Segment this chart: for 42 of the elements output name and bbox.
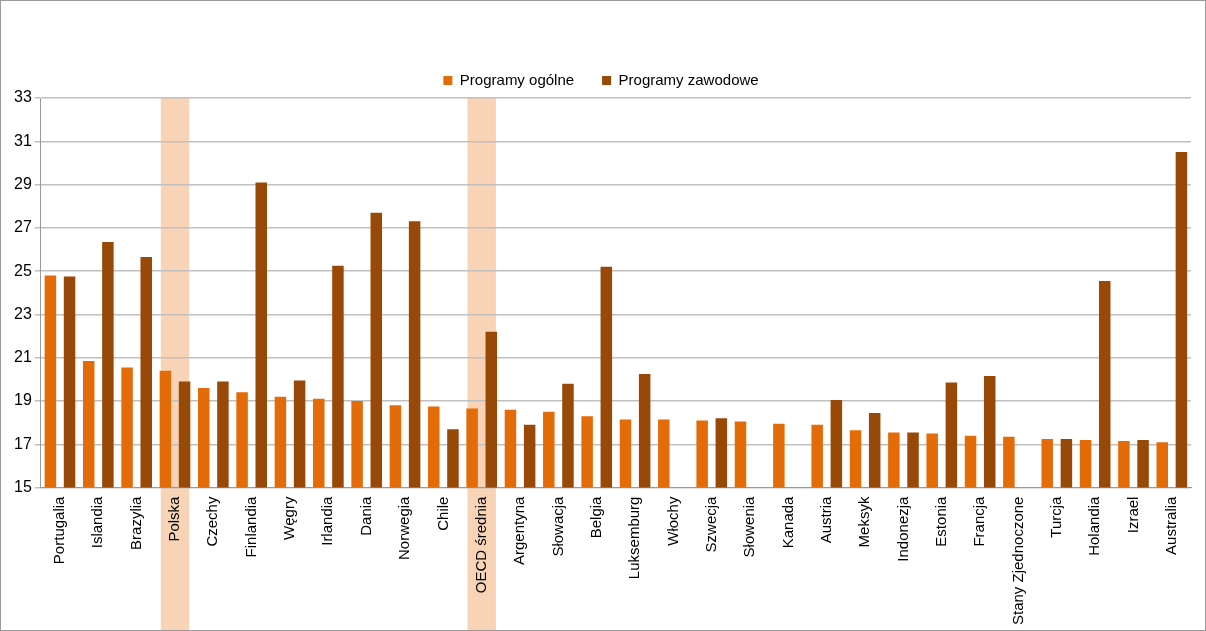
x-tick-label: Turcja	[1046, 495, 1064, 538]
x-tick-label: Belgia	[586, 495, 604, 539]
y-tick-label: 25	[14, 261, 32, 279]
x-tick-label: Słowacja	[548, 495, 566, 557]
x-tick-label: Włochy	[663, 496, 681, 546]
x-tick-label: Irlandia	[318, 495, 336, 546]
legend-label: Programy ogólne	[459, 70, 575, 88]
x-tick-label: Islandia	[88, 495, 106, 549]
x-tick-label: Luksemburg	[625, 496, 643, 580]
x-tick-label: Polska	[165, 495, 183, 542]
x-tick-label: Kanada	[778, 495, 796, 549]
x-tick-label: Słowenia	[740, 495, 758, 558]
y-tick-label: 17	[14, 434, 32, 452]
y-tick-label: 19	[14, 391, 32, 409]
x-tick-label: Australia	[1161, 495, 1179, 555]
x-tick-label: Norwegia	[395, 495, 413, 560]
y-tick-label: 29	[14, 174, 32, 192]
y-tick-label: 21	[14, 348, 32, 366]
x-tick-label: Argentyna	[510, 495, 528, 565]
x-tick-label: Dania	[356, 495, 374, 536]
y-tick-label: 15	[14, 477, 32, 495]
y-tick-label: 23	[14, 304, 32, 322]
x-tick-label: Indonezja	[893, 495, 911, 562]
x-tick-label: Chile	[433, 496, 451, 531]
x-tick-label: Austria	[816, 495, 834, 544]
x-tick-label: Francja	[970, 495, 988, 547]
x-tick-label: Szwecja	[701, 495, 719, 553]
y-tick-label: 27	[14, 218, 32, 236]
x-tick-label: Meksyk	[855, 496, 873, 548]
x-tick-label: Czechy	[203, 496, 221, 547]
x-tick-label: Holandia	[1085, 495, 1103, 556]
x-tick-label: Stany Zjednoczone	[1008, 496, 1026, 626]
x-tick-label: Portugalia	[50, 495, 68, 565]
legend-label: Programy zawodowe	[618, 70, 759, 88]
x-tick-label: OECD średnia	[471, 495, 489, 594]
x-tick-label: Finlandia	[241, 495, 259, 558]
y-tick-label: 31	[14, 131, 32, 149]
x-tick-label: Brazylia	[126, 495, 144, 550]
x-tick-label: Izrael	[1123, 496, 1141, 534]
y-tick-label: 33	[14, 88, 32, 106]
x-tick-label: Estonia	[931, 495, 949, 547]
x-tick-label: Węgry	[280, 496, 298, 540]
